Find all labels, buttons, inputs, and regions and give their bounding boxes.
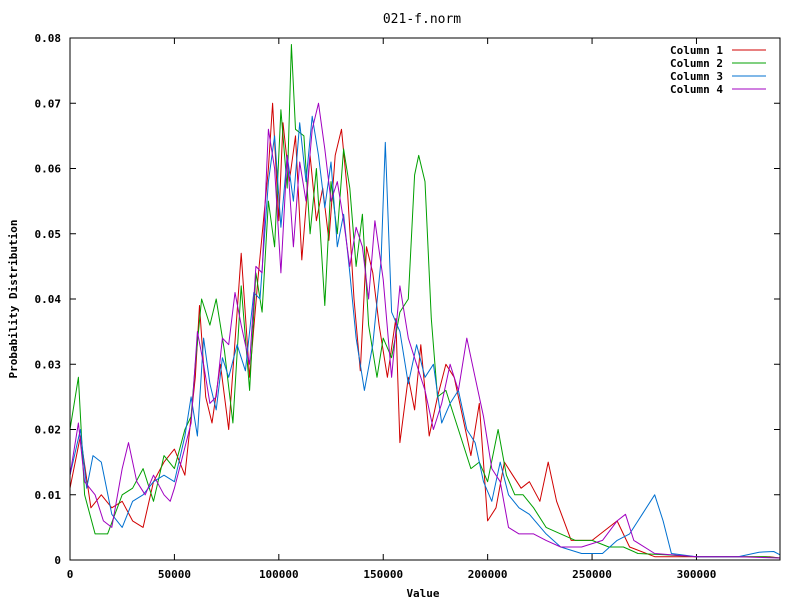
legend-label: Column 2 (670, 57, 723, 70)
y-tick-label: 0.02 (35, 424, 62, 437)
y-tick-label: 0.01 (35, 489, 62, 502)
y-tick-label: 0.08 (35, 32, 62, 45)
y-tick-label: 0.06 (35, 163, 62, 176)
x-tick-label: 50000 (158, 568, 191, 581)
series-line-3 (69, 115, 781, 558)
y-tick-label: 0.04 (35, 293, 62, 306)
x-tick-label: 250000 (572, 568, 612, 581)
x-tick-label: 200000 (468, 568, 508, 581)
x-tick-label: 300000 (677, 568, 717, 581)
x-tick-label: 150000 (363, 568, 403, 581)
chart-title: 021-f.norm (383, 12, 461, 27)
y-tick-label: 0.05 (35, 228, 62, 241)
series-line-4 (69, 102, 781, 559)
y-tick-label: 0.03 (35, 358, 62, 371)
legend-label: Column 1 (670, 44, 723, 57)
legend-label: Column 4 (670, 83, 723, 96)
y-axis-label: Probability Distribution (7, 220, 20, 379)
y-axis: 0 0.01 0.02 0.03 0.04 0.05 0.06 0.07 0.08 (35, 32, 780, 567)
x-tick-label: 100000 (259, 568, 299, 581)
y-tick-label: 0 (54, 554, 61, 567)
legend-label: Column 3 (670, 70, 723, 83)
plot-frame (69, 37, 781, 561)
x-tick-label: 0 (67, 568, 74, 581)
y-tick-label: 0.07 (35, 97, 62, 110)
x-axis: 0 50000 100000 150000 200000 250000 300000 (67, 38, 717, 581)
series-layer (69, 44, 781, 559)
x-axis-label: Value (406, 587, 439, 600)
